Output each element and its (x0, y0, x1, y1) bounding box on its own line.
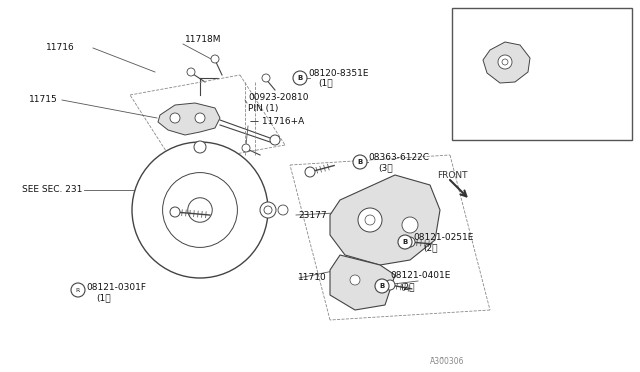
Text: Ã30̃0306: Ã30̃0306 (430, 357, 465, 366)
Circle shape (188, 198, 212, 222)
FancyBboxPatch shape (452, 8, 632, 140)
Circle shape (405, 237, 415, 247)
Circle shape (385, 280, 395, 290)
Circle shape (71, 283, 85, 297)
Text: B: B (538, 110, 543, 116)
Circle shape (262, 74, 270, 82)
Polygon shape (330, 175, 440, 265)
Text: B: B (298, 75, 303, 81)
Circle shape (195, 113, 205, 123)
Circle shape (350, 275, 360, 285)
Polygon shape (158, 103, 220, 135)
Text: 08121-0251E: 08121-0251E (413, 232, 474, 241)
Text: FOR AIR CON-STD TYPE: FOR AIR CON-STD TYPE (493, 13, 591, 22)
Circle shape (498, 55, 512, 69)
Circle shape (533, 106, 547, 120)
Polygon shape (330, 255, 395, 310)
Text: PIN (1): PIN (1) (248, 103, 278, 112)
Text: (1〉: (1〉 (318, 78, 333, 87)
Circle shape (353, 155, 367, 169)
Circle shape (398, 235, 412, 249)
Circle shape (520, 75, 530, 85)
Text: 08120-8351E: 08120-8351E (308, 68, 369, 77)
Text: R: R (76, 288, 80, 292)
Circle shape (211, 55, 219, 63)
Text: (1〉: (1〉 (555, 115, 568, 124)
Text: 08121-0401E: 08121-0401E (390, 272, 451, 280)
Circle shape (170, 113, 180, 123)
Circle shape (402, 217, 418, 233)
Circle shape (187, 68, 195, 76)
Circle shape (242, 144, 250, 152)
Text: SEE SEC. 231: SEE SEC. 231 (22, 186, 82, 195)
Circle shape (194, 141, 206, 153)
Text: 08121-0301F: 08121-0301F (86, 282, 146, 292)
Text: 08120-8251E: 08120-8251E (548, 103, 604, 112)
Text: (3〉: (3〉 (378, 164, 392, 173)
Text: — 11716+A: — 11716+A (250, 116, 304, 125)
Text: B: B (380, 283, 385, 289)
Circle shape (278, 205, 288, 215)
Circle shape (293, 71, 307, 85)
Circle shape (305, 167, 315, 177)
Circle shape (270, 135, 280, 145)
Polygon shape (483, 42, 530, 83)
Circle shape (260, 202, 276, 218)
Text: 00923-20810: 00923-20810 (248, 93, 308, 102)
Text: FRONT: FRONT (437, 170, 467, 180)
Text: (1〉: (1〉 (96, 294, 111, 302)
Text: (2〉: (2〉 (423, 244, 438, 253)
Text: 23177: 23177 (298, 211, 326, 219)
Text: 11715: 11715 (29, 96, 58, 105)
Circle shape (358, 208, 382, 232)
Circle shape (132, 142, 268, 278)
Text: (2〉: (2〉 (400, 282, 415, 292)
Text: B: B (403, 239, 408, 245)
Text: 11718M: 11718M (185, 35, 221, 45)
Text: B: B (357, 159, 363, 165)
Text: 11710: 11710 (298, 273, 327, 282)
Text: 08363-6122C: 08363-6122C (368, 153, 429, 161)
Circle shape (170, 207, 180, 217)
Text: 11710+A: 11710+A (535, 48, 574, 58)
Circle shape (375, 279, 389, 293)
Text: 11716: 11716 (46, 44, 75, 52)
